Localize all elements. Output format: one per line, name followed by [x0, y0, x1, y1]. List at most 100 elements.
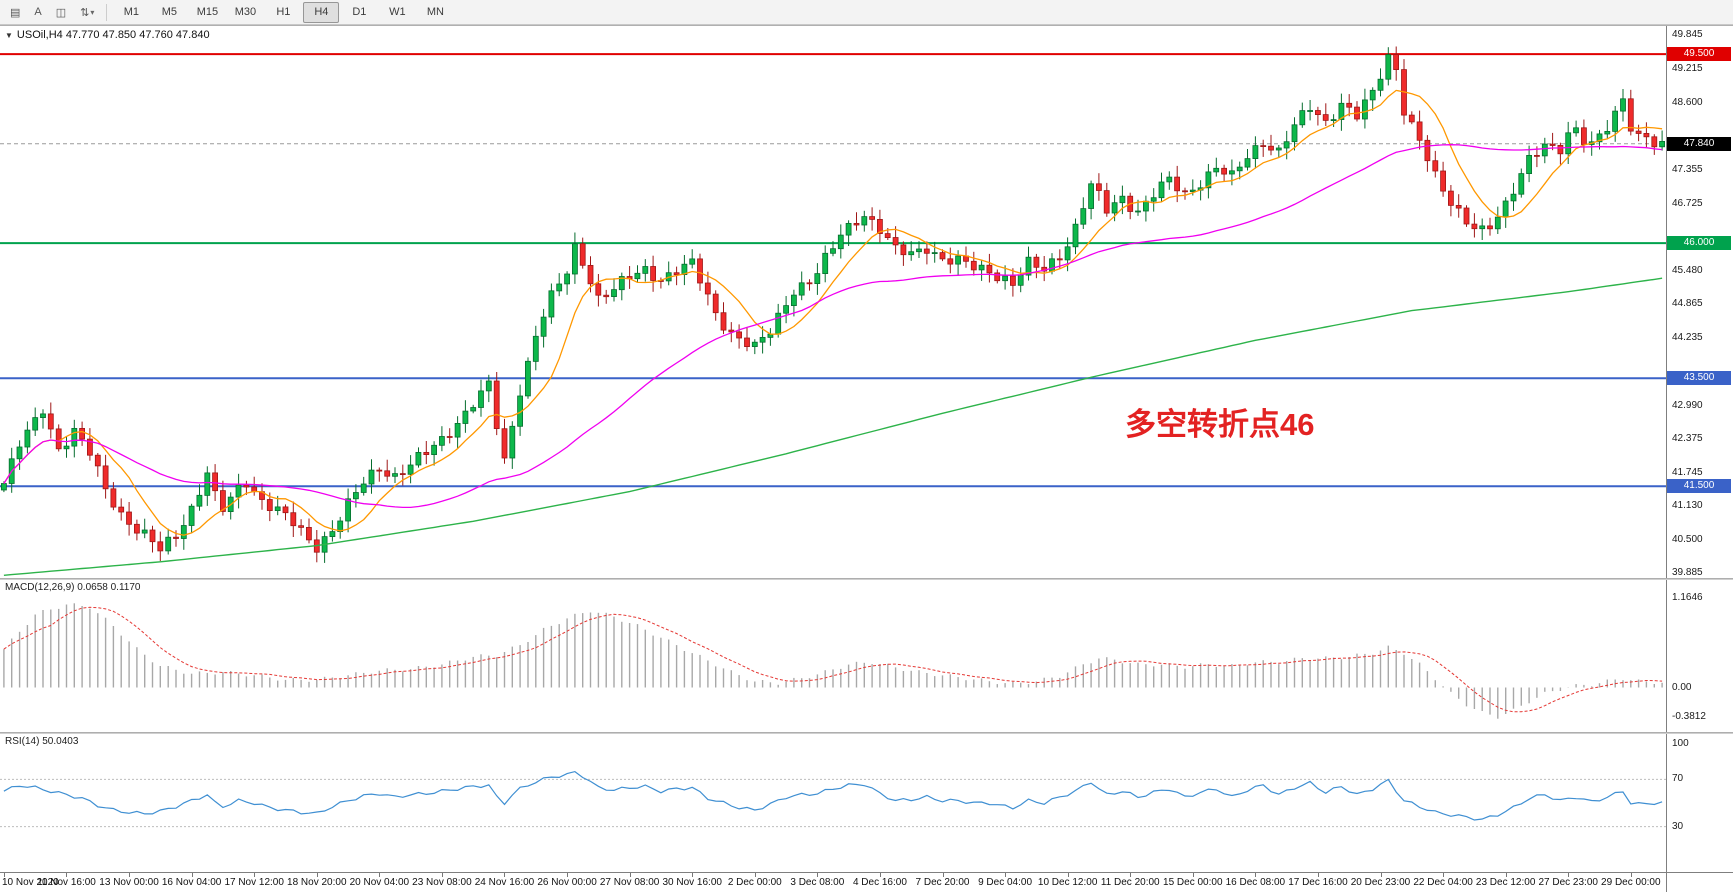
- timeframe-button-W1[interactable]: W1: [389, 6, 406, 18]
- macd-indicator-chart[interactable]: [0, 580, 1666, 732]
- main-chart-plot[interactable]: 多空转折点46 ▼ USOil,H4 47.770 47.850 47.760 …: [0, 26, 1666, 578]
- chart-text-annotation: 多空转折点46: [1125, 407, 1314, 442]
- price-level-badge: 41.500: [1667, 479, 1731, 494]
- panel-splitter[interactable]: [0, 732, 1733, 734]
- price-tick-label: 44.865: [1672, 298, 1703, 310]
- price-tick-label: 39.885: [1672, 567, 1703, 579]
- macd-axis[interactable]: 1.1646 0.00 -0.3812: [1666, 580, 1732, 732]
- time-tick-mark: [3, 873, 5, 877]
- panel-splitter[interactable]: [0, 578, 1733, 580]
- axis-corner: [1666, 873, 1732, 892]
- time-axis-label: 29 Dec 00:00: [1601, 877, 1661, 888]
- timeframe-button-MN[interactable]: MN: [426, 6, 444, 18]
- time-axis-label: 9 Dec 04:00: [978, 877, 1033, 888]
- time-tick-mark: [1380, 873, 1382, 877]
- time-tick-mark: [254, 873, 256, 877]
- time-tick-mark: [1443, 873, 1445, 877]
- time-tick-mark: [379, 873, 381, 877]
- price-tick-label: 45.480: [1672, 265, 1703, 277]
- time-tick-mark: [629, 873, 631, 877]
- time-tick-mark: [504, 873, 506, 877]
- arrow-tool-button[interactable]: ⇅ ▾: [80, 6, 95, 19]
- timeframe-button-group: M1 M5 M15 M30 H1 H4 D1 W1 MN: [112, 1, 454, 23]
- price-tick-label: 44.235: [1672, 332, 1703, 344]
- time-tick-mark: [1130, 873, 1132, 877]
- price-tick-label: 41.745: [1672, 466, 1703, 478]
- time-axis-label: 16 Dec 08:00: [1225, 877, 1286, 888]
- rsi-plot[interactable]: RSI(14) 50.0403: [0, 734, 1666, 872]
- time-axis[interactable]: 10 Nov 2020 11 Nov 16:00 13 Nov 00:00 16 No…: [0, 872, 1733, 892]
- ma-mid-line: [3, 144, 1663, 509]
- candlestick-chart[interactable]: 多空转折点46: [0, 26, 1666, 578]
- chart-list-icon[interactable]: ▤: [10, 6, 21, 19]
- time-axis-label: 7 Dec 20:00: [915, 877, 970, 888]
- rsi-tick-label: 100: [1672, 738, 1689, 749]
- time-axis-label: 20 Dec 23:00: [1350, 877, 1411, 888]
- macd-label: MACD(12,26,9) 0.0658 0.1170: [5, 582, 141, 593]
- ma-slow-line: [3, 277, 1663, 576]
- rsi-panel: RSI(14) 50.0403 100 70 30: [0, 734, 1733, 872]
- time-axis-label: 23 Dec 12:00: [1475, 877, 1536, 888]
- time-axis-label: 4 Dec 16:00: [852, 877, 907, 888]
- rsi-indicator-chart[interactable]: [0, 734, 1666, 872]
- time-axis-label: 23 Nov 08:00: [412, 877, 472, 888]
- rsi-axis[interactable]: 100 70 30: [1666, 734, 1732, 872]
- chart-box-icon[interactable]: ◫: [55, 6, 67, 19]
- price-tick-label: 47.355: [1672, 163, 1703, 175]
- time-tick-mark: [1005, 873, 1007, 877]
- price-level-badge: 43.500: [1667, 371, 1731, 386]
- price-tick-label: 49.845: [1672, 29, 1703, 41]
- time-tick-mark: [316, 873, 318, 877]
- price-tick-label: 42.990: [1672, 399, 1703, 411]
- time-axis-label: 16 Nov 04:00: [161, 877, 222, 888]
- timeframe-button-M1[interactable]: M1: [123, 6, 140, 18]
- rsi-label: RSI(14) 50.0403: [5, 736, 79, 747]
- time-axis-label: 17 Dec 16:00: [1288, 877, 1348, 888]
- chart-dropdown-icon[interactable]: ▼: [5, 30, 13, 40]
- timeframe-button-H1[interactable]: H1: [276, 6, 291, 18]
- time-tick-mark: [191, 873, 193, 877]
- price-level-badge: 49.500: [1667, 47, 1731, 62]
- toolbar-icon-group: ▤ A ◫ ⇅ ▾: [3, 2, 101, 23]
- time-axis-labels: 10 Nov 2020 11 Nov 16:00 13 Nov 00:00 16 No…: [0, 873, 1666, 892]
- time-tick-mark: [692, 873, 694, 877]
- time-tick-mark: [1630, 873, 1632, 877]
- time-axis-label: 24 Nov 16:00: [474, 877, 535, 888]
- chart-workspace: 多空转折点46 ▼ USOil,H4 47.770 47.850 47.760 …: [0, 25, 1733, 892]
- chart-title-bar: ▼ USOil,H4 47.770 47.850 47.760 47.840: [5, 29, 210, 41]
- time-axis-label: 13 Nov 00:00: [99, 877, 159, 888]
- timeframe-button-M30[interactable]: M30: [234, 6, 257, 18]
- macd-signal-line: [3, 606, 1663, 713]
- time-axis-label: 3 Dec 08:00: [790, 877, 845, 888]
- timeframe-button-D1[interactable]: D1: [352, 6, 367, 18]
- price-axis[interactable]: 49.845 49.215 48.600 47.355 46.725 45.480 44.8…: [1666, 26, 1732, 578]
- timeframe-button-H4[interactable]: H4: [303, 1, 340, 23]
- time-tick-mark: [441, 873, 443, 877]
- price-tick-label: 42.375: [1672, 432, 1703, 444]
- time-axis-label: 22 Dec 04:00: [1413, 877, 1473, 888]
- timeframe-button-M15[interactable]: M15: [196, 6, 219, 18]
- time-axis-label: 2 Dec 00:00: [727, 877, 782, 888]
- time-axis-label: 11 Nov 16:00: [37, 877, 96, 888]
- price-tick-label: 41.130: [1672, 500, 1703, 512]
- price-tick-label: 48.600: [1672, 96, 1703, 108]
- price-tick-label: 46.725: [1672, 197, 1703, 209]
- time-axis-label: 10 Nov 2020: [2, 877, 59, 888]
- time-axis-label: 27 Dec 23:00: [1538, 877, 1598, 888]
- time-tick-mark: [879, 873, 881, 877]
- main-chart-panel: 多空转折点46 ▼ USOil,H4 47.770 47.850 47.760 …: [0, 26, 1733, 578]
- time-axis-label: 20 Nov 04:00: [349, 877, 410, 888]
- rsi-tick-label: 70: [1672, 773, 1684, 785]
- time-axis-label: 30 Nov 16:00: [662, 877, 722, 888]
- time-tick-mark: [567, 873, 569, 877]
- text-annotation-button[interactable]: A: [34, 6, 42, 18]
- time-tick-mark: [1568, 873, 1570, 877]
- macd-plot[interactable]: MACD(12,26,9) 0.0658 0.1170: [0, 580, 1666, 732]
- rsi-tick-label: 30: [1672, 820, 1684, 832]
- time-tick-mark: [942, 873, 944, 877]
- macd-panel: MACD(12,26,9) 0.0658 0.1170 1.1646 0.00 -0…: [0, 580, 1733, 732]
- chart-symbol-quote: USOil,H4 47.770 47.850 47.760 47.840: [16, 29, 210, 41]
- time-tick-mark: [1067, 873, 1069, 877]
- time-axis-label: 10 Dec 12:00: [1037, 877, 1098, 888]
- timeframe-button-M5[interactable]: M5: [161, 6, 178, 18]
